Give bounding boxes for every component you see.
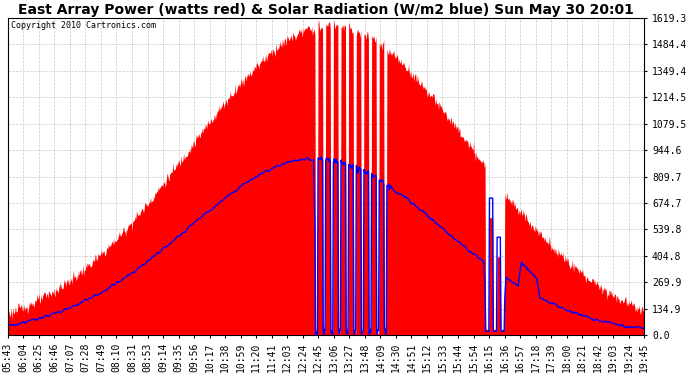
Text: Copyright 2010 Cartronics.com: Copyright 2010 Cartronics.com: [11, 21, 156, 30]
Title: East Array Power (watts red) & Solar Radiation (W/m2 blue) Sun May 30 20:01: East Array Power (watts red) & Solar Rad…: [18, 3, 634, 17]
